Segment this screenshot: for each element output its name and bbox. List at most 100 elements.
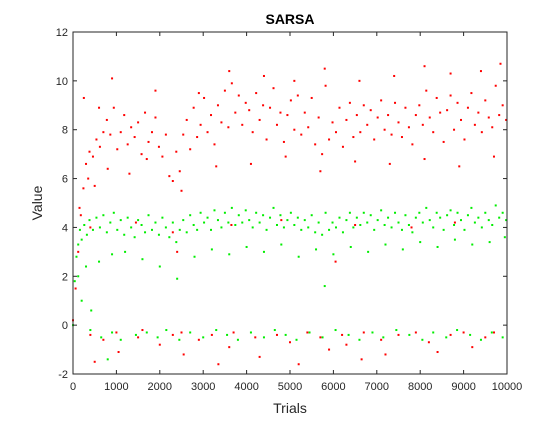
data-point-series-1 — [93, 360, 96, 363]
data-point-series-1 — [446, 109, 449, 112]
data-point-series-2 — [262, 214, 265, 217]
data-point-series-2 — [140, 223, 143, 226]
data-point-series-1 — [180, 331, 183, 334]
data-point-series-2 — [303, 219, 306, 222]
data-point-series-2 — [78, 228, 81, 231]
data-point-series-1 — [449, 94, 452, 97]
data-point-series-2 — [456, 329, 459, 332]
data-point-series-2 — [91, 228, 94, 231]
data-point-series-2 — [324, 211, 327, 214]
data-point-series-1 — [303, 111, 306, 114]
data-point-series-1 — [210, 114, 213, 117]
data-point-series-2 — [279, 214, 282, 217]
x-tick-label: 6000 — [321, 381, 345, 393]
data-point-series-2 — [376, 219, 379, 222]
data-point-series-1 — [338, 106, 341, 109]
data-point-series-1 — [341, 333, 344, 336]
data-point-series-2 — [182, 219, 185, 222]
data-point-series-1 — [345, 343, 348, 346]
data-point-series-2 — [352, 226, 355, 229]
data-point-series-2 — [145, 331, 148, 334]
data-point-series-2 — [383, 223, 386, 226]
data-point-series-1 — [477, 111, 480, 114]
data-point-series-1 — [244, 101, 247, 104]
data-point-series-2 — [286, 219, 289, 222]
data-point-series-2 — [432, 331, 435, 334]
data-point-series-1 — [196, 136, 199, 139]
data-point-series-2 — [193, 255, 196, 258]
data-point-series-1 — [176, 250, 179, 253]
data-point-series-1 — [427, 341, 430, 344]
x-tick-label: 10000 — [492, 381, 523, 393]
data-point-series-2 — [83, 223, 86, 226]
data-point-series-2 — [501, 336, 504, 339]
data-point-series-1 — [154, 116, 157, 119]
data-point-series-1 — [98, 145, 101, 148]
data-point-series-2 — [428, 219, 431, 222]
data-point-series-2 — [226, 333, 229, 336]
x-tick-label: 4000 — [234, 381, 258, 393]
data-point-series-1 — [328, 348, 331, 351]
y-tick-label: 2 — [62, 271, 68, 283]
x-tick-label: 0 — [70, 381, 76, 393]
data-point-series-1 — [449, 333, 452, 336]
data-point-series-1 — [115, 331, 118, 334]
data-point-series-2 — [258, 221, 261, 224]
x-tick-label: 1000 — [104, 381, 128, 393]
data-point-series-2 — [425, 206, 428, 209]
data-point-series-2 — [185, 231, 188, 234]
data-point-series-2 — [432, 226, 435, 229]
data-point-series-1 — [248, 109, 251, 112]
data-point-series-1 — [494, 84, 497, 87]
data-point-series-2 — [490, 331, 493, 334]
data-point-series-1 — [228, 346, 231, 349]
data-point-series-2 — [262, 250, 265, 253]
data-point-series-1 — [82, 96, 85, 99]
data-point-series-1 — [362, 331, 365, 334]
data-point-series-2 — [408, 333, 411, 336]
data-point-series-1 — [341, 145, 344, 148]
data-point-series-1 — [102, 338, 105, 341]
data-point-series-1 — [383, 128, 386, 131]
data-point-series-1 — [397, 121, 400, 124]
chart-title: SARSA — [265, 11, 314, 27]
data-point-series-1 — [102, 131, 105, 134]
data-point-series-2 — [210, 228, 213, 231]
data-point-series-2 — [265, 228, 268, 231]
data-point-series-2 — [112, 211, 115, 214]
data-point-series-1 — [289, 99, 292, 102]
data-point-series-2 — [498, 216, 501, 219]
data-point-series-2 — [293, 223, 296, 226]
data-point-series-2 — [178, 338, 181, 341]
data-point-series-1 — [289, 341, 291, 344]
data-point-series-2 — [119, 219, 122, 222]
data-point-series-2 — [137, 219, 140, 222]
data-point-series-2 — [390, 226, 393, 229]
data-point-series-1 — [217, 363, 220, 366]
data-point-series-2 — [453, 238, 456, 241]
data-point-series-2 — [206, 216, 209, 219]
data-point-series-1 — [473, 123, 476, 126]
data-point-series-1 — [199, 123, 202, 126]
data-point-series-1 — [487, 116, 490, 119]
data-point-series-1 — [410, 226, 413, 229]
data-point-series-1 — [254, 336, 257, 339]
data-point-series-2 — [284, 333, 287, 336]
data-point-series-2 — [244, 209, 247, 212]
data-point-series-2 — [102, 214, 105, 217]
data-point-series-2 — [338, 216, 341, 219]
data-point-series-2 — [141, 258, 144, 261]
data-point-series-1 — [279, 111, 282, 114]
data-point-series-1 — [460, 118, 462, 121]
data-point-series-1 — [310, 96, 313, 99]
data-point-series-2 — [130, 226, 133, 229]
data-point-series-2 — [505, 219, 508, 222]
data-point-series-2 — [157, 233, 160, 236]
data-point-series-1 — [286, 114, 289, 117]
data-point-series-2 — [255, 211, 258, 214]
data-point-series-1 — [369, 109, 372, 112]
data-point-series-1 — [105, 118, 108, 121]
data-point-series-1 — [182, 353, 185, 356]
y-tick-label: 12 — [56, 27, 68, 39]
data-point-series-2 — [85, 265, 88, 268]
